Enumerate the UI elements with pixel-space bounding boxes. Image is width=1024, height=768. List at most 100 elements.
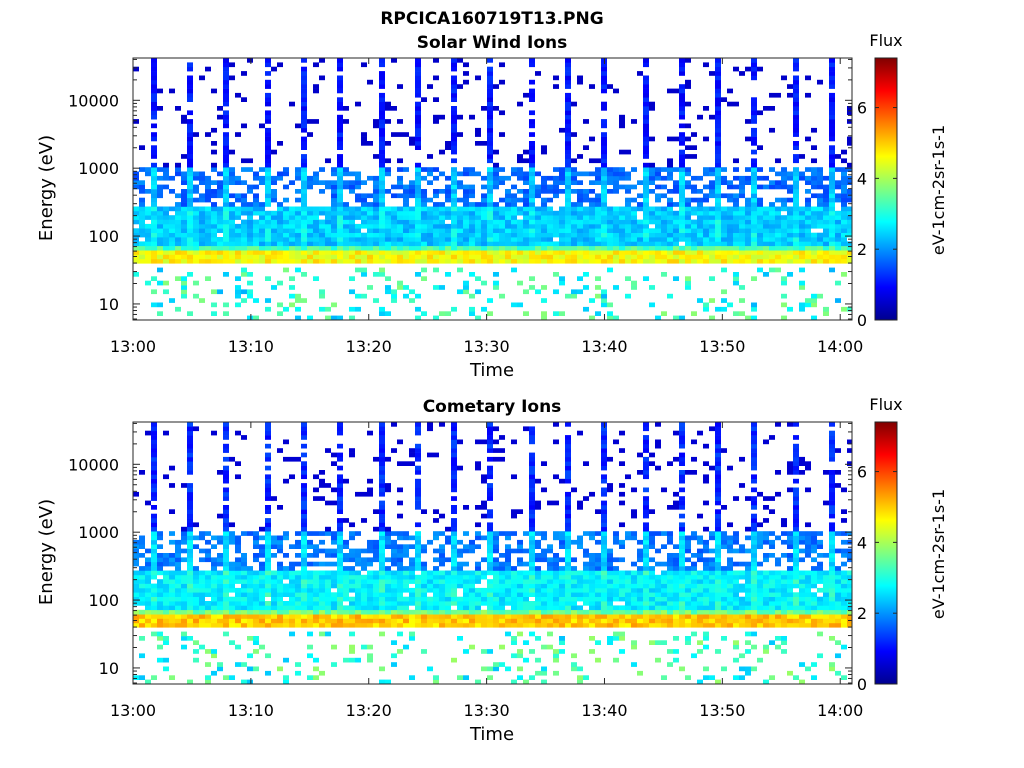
heatmap-cell [817,241,823,247]
heatmap-cell [157,219,163,225]
heatmap-cell [787,250,793,255]
heatmap-cell [415,228,421,233]
heatmap-cell [253,579,259,584]
heatmap-cell [733,258,739,264]
heatmap-cell [355,570,361,576]
heatmap-cell [379,566,385,571]
heatmap-cell [817,232,823,238]
heatmap-cell [433,58,439,63]
heatmap-cell [781,254,787,260]
heatmap-cell [361,267,367,273]
heatmap-cell [667,202,673,207]
heatmap-cell [715,149,721,155]
heatmap-cell [799,280,805,286]
heatmap-cell [325,609,331,615]
heatmap-cell [823,197,829,203]
heatmap-cell [715,141,721,146]
heatmap-cell [307,561,313,567]
heatmap-cell [601,215,607,220]
heatmap-cell [565,154,571,159]
heatmap-cell [247,184,253,190]
heatmap-cell [373,583,379,589]
heatmap-cell [223,232,229,238]
heatmap-cell [241,566,247,571]
heatmap-cell [187,570,193,576]
heatmap-cell [685,241,691,247]
heatmap-cell [379,145,385,150]
heatmap-cell [835,223,841,229]
heatmap-cell [469,167,475,172]
heatmap-cell [193,184,199,190]
heatmap-cell [703,258,709,264]
heatmap-cell [367,614,373,619]
heatmap-cell [415,206,421,212]
heatmap-cell [457,548,463,554]
heatmap-cell [415,491,421,497]
heatmap-cell [469,544,475,549]
heatmap-cell [685,285,691,290]
heatmap-cell [415,223,421,229]
heatmap-cell [529,618,535,624]
heatmap-cell [463,79,469,85]
heatmap-cell [157,535,163,541]
heatmap-cell [499,596,505,602]
heatmap-cell [457,219,463,225]
heatmap-cell [565,258,571,264]
heatmap-cell [187,566,193,571]
heatmap-cell [325,228,331,233]
heatmap-cell [793,145,799,150]
heatmap-cell [505,232,511,238]
heatmap-cell [229,622,235,628]
heatmap-cell [163,614,169,619]
heatmap-cell [463,587,469,593]
heatmap-cell [145,618,151,624]
heatmap-cell [589,250,595,255]
heatmap-cell [451,171,457,177]
heatmap-cell [337,193,343,199]
heatmap-cell [223,557,229,563]
heatmap-cell [463,579,469,584]
heatmap-cell [403,461,409,466]
heatmap-cell [193,215,199,220]
heatmap-cell [187,228,193,233]
heatmap-cell [529,149,535,155]
heatmap-cell [571,210,577,216]
heatmap-cell [841,202,847,207]
heatmap-cell [571,158,577,164]
heatmap-cell [475,245,481,251]
heatmap-cell [337,443,343,449]
heatmap-cell [655,206,661,212]
heatmap-cell [511,583,517,589]
heatmap-cell [523,228,529,233]
heatmap-cell [397,158,403,164]
heatmap-cell [529,132,535,137]
heatmap-cell [241,605,247,611]
heatmap-cell [529,553,535,558]
heatmap-cell [181,219,187,225]
heatmap-cell [175,601,181,606]
heatmap-cell [535,219,541,225]
heatmap-cell [667,223,673,229]
heatmap-cell [337,75,343,81]
heatmap-cell [397,618,403,624]
heatmap-cell [625,175,631,181]
heatmap-cell [481,206,487,212]
heatmap-cell [691,223,697,229]
heatmap-cell [805,228,811,233]
heatmap-cell [217,210,223,216]
heatmap-cell [211,570,217,576]
heatmap-cell [679,232,685,238]
heatmap-cell [679,154,685,159]
heatmap-cell [187,465,193,471]
heatmap-cell [685,197,691,203]
heatmap-cell [595,193,601,199]
heatmap-cell [277,570,283,576]
heatmap-cell [415,167,421,172]
heatmap-cell [157,596,163,602]
heatmap-cell [649,241,655,247]
heatmap-cell [535,223,541,229]
heatmap-cell [373,298,379,303]
heatmap-cell [793,123,799,129]
heatmap-cell [547,631,553,637]
heatmap-cell [241,614,247,619]
